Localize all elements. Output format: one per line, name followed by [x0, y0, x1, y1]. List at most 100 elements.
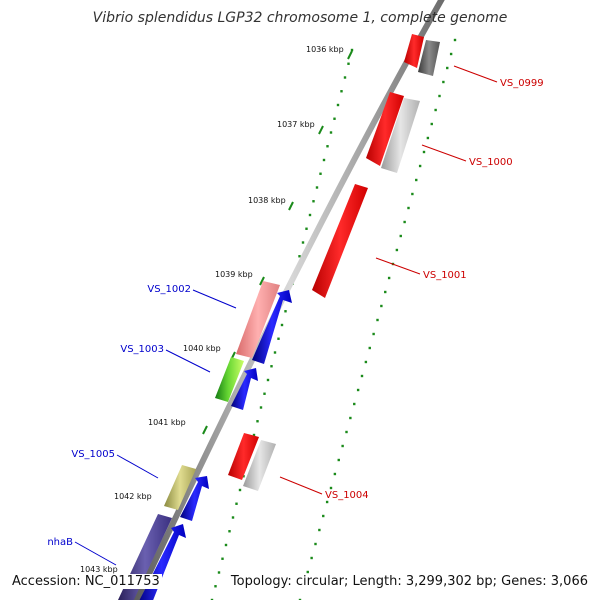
tick-outer	[422, 150, 426, 154]
tick-outer	[449, 52, 453, 56]
gene-label-VS_1003: VS_1003	[120, 344, 164, 355]
tick-inner	[273, 351, 277, 354]
gene-glyph-VS_1005-blue	[180, 476, 209, 521]
tick-inner	[284, 310, 287, 313]
tick-outer	[306, 570, 309, 574]
tick-outer	[430, 122, 433, 126]
tick-outer	[387, 276, 391, 280]
tick-outer	[310, 556, 313, 560]
tick-inner	[308, 213, 312, 217]
gene-glyph-VS_0999	[404, 34, 424, 68]
leader-line-VS_1002	[192, 289, 237, 309]
tick-inner	[329, 131, 333, 134]
gene-glyph-VS_1001	[312, 184, 368, 298]
tick-inner	[259, 406, 263, 409]
gene-glyph-VS_1004-grey	[243, 440, 276, 491]
leader-line-VS_1005	[116, 454, 159, 479]
gene-glyph-VS_0999-grey	[418, 40, 440, 76]
tick-major	[202, 425, 208, 435]
kbp-label: 1042 kbp	[114, 492, 152, 501]
tick-outer	[376, 318, 379, 322]
tick-inner	[333, 117, 336, 120]
tick-outer	[395, 248, 399, 252]
tick-inner	[221, 557, 224, 560]
tick-outer	[341, 444, 344, 448]
kbp-label: 1038 kbp	[248, 196, 286, 205]
gene-label-VS_1005: VS_1005	[71, 449, 115, 460]
tick-outer	[353, 402, 356, 406]
tick-outer	[333, 472, 337, 476]
tick-inner	[224, 543, 228, 547]
tick-inner	[336, 103, 340, 107]
gene-label-VS_1004: VS_1004	[325, 490, 369, 501]
tick-outer	[368, 346, 371, 350]
leader-line-VS_0999	[453, 65, 498, 83]
gene-glyph-VS_1000-grey	[381, 98, 420, 173]
gene-label-lines	[74, 65, 498, 566]
tick-outer	[442, 80, 445, 84]
tick-major	[318, 125, 324, 135]
tick-inner	[210, 598, 214, 600]
tick-inner	[235, 502, 238, 505]
gene-label-nhaB: nhaB	[47, 537, 73, 548]
tick-major	[259, 276, 265, 286]
tick-inner	[277, 337, 280, 340]
tick-inner	[326, 145, 329, 148]
kbp-label: 1041 kbp	[148, 418, 186, 427]
tick-inner	[305, 227, 308, 230]
tick-inner	[315, 186, 319, 189]
gene-label-VS_1002: VS_1002	[147, 284, 191, 295]
leader-line-VS_1003	[165, 349, 211, 373]
gene-label-VS_1000: VS_1000	[469, 157, 513, 168]
tick-outer	[356, 388, 360, 392]
tick-outer	[426, 136, 430, 140]
tick-inner	[322, 158, 326, 162]
tick-outer	[345, 430, 348, 434]
tick-outer	[418, 164, 422, 168]
map-labels: 1036 kbp 1037 kbp 1038 kbp 1039 kbp 1040 kbp…	[47, 45, 543, 574]
tick-major	[288, 201, 294, 211]
tick-inner	[242, 475, 245, 478]
tick-inner	[280, 323, 284, 327]
gene-glyph-VS_1003	[215, 357, 244, 402]
leader-line-VS_1001	[375, 257, 421, 275]
tick-inner	[347, 62, 350, 65]
tick-inner	[340, 90, 343, 93]
tick-outer	[415, 178, 418, 182]
genome-summary-text: Topology: circular; Length: 3,299,302 bp…	[228, 574, 590, 589]
tick-inner	[350, 48, 354, 52]
tick-inner	[312, 200, 315, 203]
gene-label-VS_0999: VS_0999	[500, 78, 544, 89]
tick-outer	[438, 94, 441, 98]
kbp-label: 1043 kbp	[80, 565, 118, 574]
tick-inner	[238, 488, 242, 492]
tick-inner	[263, 392, 266, 395]
tick-inner	[298, 255, 301, 258]
leader-line-nhaB	[74, 541, 117, 566]
tick-outer	[403, 220, 406, 224]
tick-outer	[411, 192, 414, 196]
genome-title: Vibrio splendidus LGP32 chromosome 1, co…	[92, 10, 508, 26]
gene-glyph-VS_1002-blue	[252, 290, 292, 364]
tick-inner	[343, 76, 347, 79]
tick-outer	[453, 38, 457, 42]
leader-line-VS_1000	[421, 144, 467, 162]
kbp-label: 1039 kbp	[215, 270, 253, 279]
tick-outer	[399, 234, 402, 238]
tick-outer	[322, 514, 325, 518]
tick-inner	[252, 433, 256, 437]
tick-inner	[319, 172, 322, 175]
tick-outer	[325, 500, 329, 504]
tick-inner	[266, 378, 270, 382]
gene-glyph-VS_1005	[164, 465, 196, 510]
tick-inner	[231, 516, 235, 519]
kbp-label: 1040 kbp	[183, 344, 221, 353]
tick-outer	[380, 304, 383, 308]
tick-inner	[228, 530, 231, 533]
gene-glyph-VS_1003-blue	[231, 368, 258, 410]
tick-major	[347, 50, 353, 60]
kbp-label: 1036 kbp	[306, 45, 344, 54]
leader-line-VS_1004	[279, 476, 323, 495]
tick-inner	[217, 571, 221, 574]
